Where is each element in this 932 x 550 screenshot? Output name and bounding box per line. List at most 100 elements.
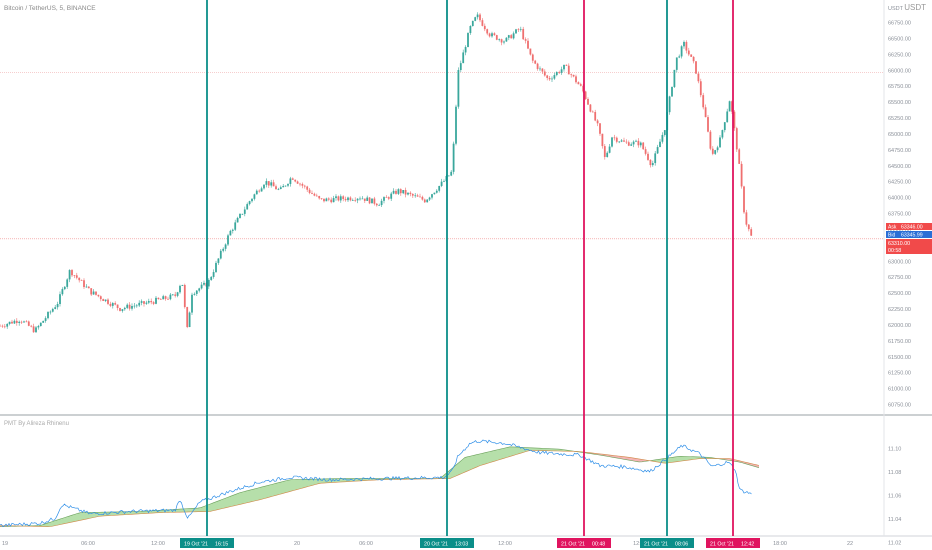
candle-body bbox=[527, 40, 529, 49]
candle-body bbox=[464, 47, 467, 53]
cloud-bull-segment bbox=[237, 492, 240, 506]
candle-body bbox=[383, 197, 385, 201]
signal-date-label: 21 Oct '21 bbox=[644, 542, 668, 548]
cloud-bull-segment bbox=[279, 481, 282, 495]
cloud-bull-segment bbox=[219, 499, 222, 510]
cloud-bull-segment bbox=[153, 510, 156, 514]
candle-body bbox=[51, 308, 54, 312]
candle-body bbox=[198, 288, 201, 291]
price-tick-label: 62250.00 bbox=[888, 307, 911, 313]
candle-body bbox=[599, 123, 601, 134]
candle-body bbox=[258, 190, 261, 192]
candle-body bbox=[308, 189, 311, 193]
candle-body bbox=[133, 305, 136, 307]
cloud-bull-segment bbox=[90, 512, 93, 519]
candle-body bbox=[215, 262, 217, 273]
candle-body bbox=[709, 131, 712, 149]
indicator-tick-label: 11.06 bbox=[888, 494, 901, 500]
candle-body bbox=[387, 197, 390, 199]
candle-body bbox=[551, 78, 553, 80]
signal-date-label: 21 Oct '21 bbox=[710, 542, 734, 548]
candle-body bbox=[119, 307, 121, 311]
candle-body bbox=[642, 142, 645, 150]
cloud-bull-segment bbox=[459, 459, 462, 475]
candle-body bbox=[587, 98, 589, 105]
candle-body bbox=[627, 142, 630, 146]
time-tick-label: 18:00 bbox=[773, 541, 787, 547]
candle-body bbox=[567, 65, 570, 75]
cloud-bull-segment bbox=[303, 479, 306, 488]
candle-body bbox=[733, 111, 736, 129]
candle-body bbox=[531, 54, 534, 61]
candle-body bbox=[102, 299, 105, 302]
candle-body bbox=[35, 327, 37, 333]
candle-body bbox=[30, 325, 33, 327]
candle-body bbox=[107, 299, 109, 304]
cloud-bull-segment bbox=[69, 515, 72, 523]
candle-body bbox=[555, 72, 558, 76]
candle-body bbox=[147, 301, 150, 303]
price-tick-label: 61250.00 bbox=[888, 371, 911, 377]
candle-body bbox=[675, 57, 678, 70]
cloud-bull-segment bbox=[51, 521, 54, 527]
candle-body bbox=[433, 192, 436, 195]
candle-body bbox=[673, 69, 676, 87]
candle-body bbox=[678, 56, 681, 58]
indicator-title: PMT By Alireza Rhinenu bbox=[4, 421, 69, 427]
candle-body bbox=[726, 111, 729, 123]
candle-body bbox=[97, 294, 100, 297]
signal-time-label: 13:03 bbox=[455, 542, 468, 548]
time-tick-label: 22 bbox=[847, 541, 853, 547]
bid-marker-value: 63345.99 bbox=[901, 233, 923, 239]
candle-body bbox=[483, 25, 486, 30]
candle-body bbox=[219, 250, 222, 259]
candle-body bbox=[647, 153, 649, 160]
candle-body bbox=[263, 184, 265, 189]
candle-body bbox=[503, 41, 505, 43]
candle-body bbox=[529, 48, 532, 55]
candle-body bbox=[71, 270, 73, 276]
cloud-bull-segment bbox=[78, 512, 81, 521]
cloud-bull-segment bbox=[516, 447, 519, 455]
candle-body bbox=[534, 60, 537, 64]
cloud-bull-segment bbox=[543, 448, 546, 451]
candle-body bbox=[73, 275, 76, 276]
candle-body bbox=[193, 293, 196, 295]
price-tick-label: 65000.00 bbox=[888, 132, 911, 138]
candle-body bbox=[363, 198, 366, 201]
candle-body bbox=[572, 74, 575, 77]
cloud-bull-segment bbox=[312, 479, 315, 486]
cloud-bull-segment bbox=[63, 517, 66, 524]
candle-body bbox=[723, 122, 726, 131]
candle-body bbox=[315, 195, 318, 197]
candle-body bbox=[428, 197, 431, 200]
candle-body bbox=[543, 71, 546, 76]
candle-body bbox=[231, 229, 234, 231]
candle-body bbox=[498, 39, 501, 40]
cloud-bull-segment bbox=[462, 457, 465, 474]
candle-body bbox=[99, 296, 102, 300]
candle-body bbox=[349, 197, 352, 201]
cloud-bear-segment bbox=[621, 456, 624, 460]
cloud-bull-segment bbox=[456, 462, 459, 476]
candle-body bbox=[335, 196, 337, 199]
price-tick-label: 62750.00 bbox=[888, 275, 911, 281]
cloud-bull-segment bbox=[675, 456, 678, 462]
candle-body bbox=[289, 178, 292, 184]
candle-body bbox=[167, 298, 169, 300]
candle-body bbox=[270, 182, 273, 186]
indicator-tick-label: 11.02 bbox=[888, 541, 901, 547]
cloud-bull-segment bbox=[228, 496, 231, 508]
candle-body bbox=[683, 41, 685, 47]
candle-body bbox=[11, 321, 13, 324]
cloud-bull-segment bbox=[252, 488, 255, 502]
cloud-bull-segment bbox=[489, 451, 492, 463]
last-price-countdown: 00:58 bbox=[888, 248, 901, 254]
candle-body bbox=[719, 137, 721, 148]
candle-body bbox=[491, 33, 493, 37]
candle-body bbox=[114, 303, 117, 305]
candle-body bbox=[23, 321, 25, 323]
cloud-bull-segment bbox=[66, 516, 69, 524]
candle-body bbox=[162, 296, 165, 300]
